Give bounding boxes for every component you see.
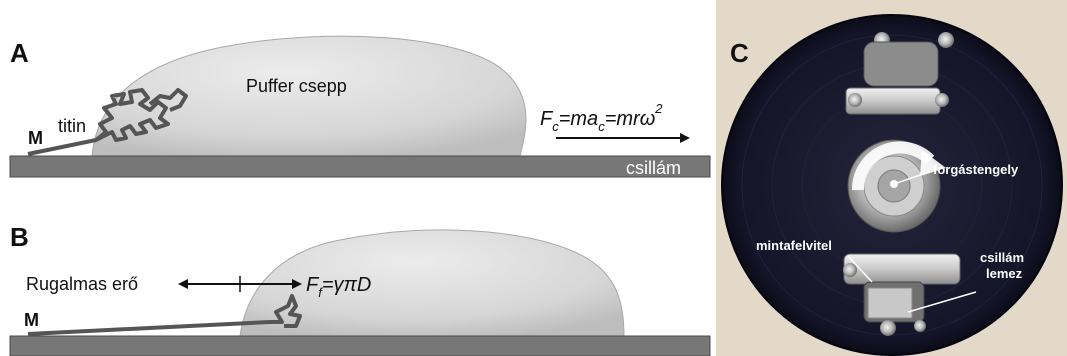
- panel-b: B M Rugalmas erő Ff=γπD: [9, 222, 711, 356]
- rotation-axis-label: forgástengely: [933, 162, 1019, 177]
- panel-c-letter: C: [730, 38, 749, 68]
- panel-b-letter: B: [10, 222, 29, 252]
- mica-pointer: [907, 291, 977, 313]
- centrifugal-force-equation: Fc=mac=mrω2: [540, 101, 663, 134]
- panel-c-photo: forgástengely mintafelvitel csillám leme…: [716, 0, 1067, 356]
- elastic-force-label: Rugalmas erő: [26, 274, 138, 294]
- panel-a-letter: A: [10, 38, 29, 68]
- titin-coil-a-tail: [148, 88, 188, 112]
- titin-coil-a: [94, 88, 170, 142]
- droplet-label: Puffer csepp: [246, 76, 347, 96]
- buffer-droplet-a: [91, 35, 527, 157]
- m-end-label-b: M: [24, 310, 39, 330]
- mica-surface-a: [9, 155, 711, 178]
- mica-sheet-label-line2: lemez: [986, 266, 1023, 281]
- titin-label: titin: [58, 116, 86, 136]
- mica-surface-b: [9, 335, 711, 356]
- panel-a: A Puffer csepp csillám titin M Fc=mac=mr…: [9, 35, 711, 178]
- rotation-axis-hub: [847, 139, 946, 233]
- svg-text:Fc=mac=mrω2: Fc=mac=mrω2: [540, 101, 663, 134]
- deposit-pointer: [847, 255, 873, 283]
- friction-force-equation: Ff=γπD: [306, 274, 371, 300]
- rotation-arrow: [851, 141, 935, 191]
- deposit-label: mintafelvitel: [756, 238, 832, 253]
- titin-stretched-b: [27, 294, 302, 336]
- buffer-droplet-b: [239, 229, 625, 337]
- titin-tether-a: [27, 138, 97, 156]
- mica-sheet-label-line1: csillám: [980, 250, 1024, 265]
- mica-surface-label: csillám: [626, 158, 681, 178]
- top-mount: [845, 32, 954, 115]
- m-end-label-a: M: [28, 128, 43, 148]
